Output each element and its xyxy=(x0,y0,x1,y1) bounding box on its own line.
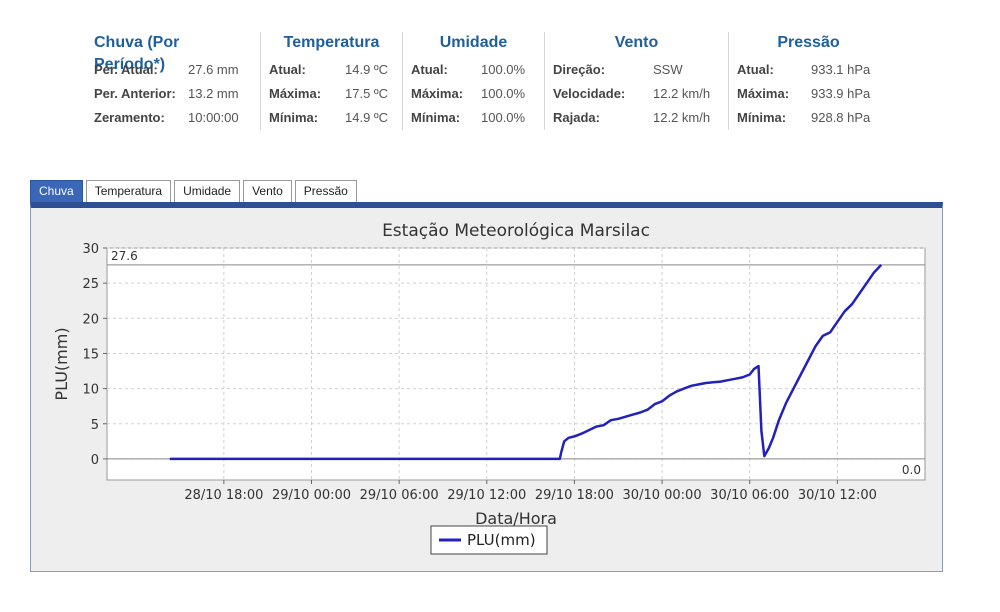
rain-current-row: Per. Atual: 27.6 mm xyxy=(94,58,252,82)
temperature-max-row: Máxima: 17.5 ºC xyxy=(269,82,394,106)
pressure-current-row: Atual: 933.1 hPa xyxy=(737,58,880,82)
humidity-min-label: Mínima: xyxy=(411,110,461,125)
humidity-summary-title: Umidade xyxy=(439,34,508,51)
y-tick-label: 5 xyxy=(91,418,99,433)
y-axis-label: PLU(mm) xyxy=(52,327,71,400)
rain-previous-value: 13.2 mm xyxy=(188,86,239,101)
rain-current-value: 27.6 mm xyxy=(188,62,239,77)
tab-chuva[interactable]: Chuva xyxy=(30,180,83,202)
temperature-min-label: Mínima: xyxy=(269,110,319,125)
wind-speed-row: Velocidade: 12.2 km/h xyxy=(553,82,720,106)
y-tick-label: 15 xyxy=(82,347,99,362)
x-tick-label: 29/10 12:00 xyxy=(447,488,526,503)
pressure-summary-title: Pressão xyxy=(777,34,840,51)
temperature-current-row: Atual: 14.9 ºC xyxy=(269,58,394,82)
rain-summary: Chuva (Por Período*) Per. Atual: 27.6 mm … xyxy=(88,32,260,130)
tab-umidade[interactable]: Umidade xyxy=(174,180,241,202)
x-tick-label: 30/10 06:00 xyxy=(710,488,789,503)
y-tick-label: 25 xyxy=(82,277,99,292)
chart-panel: Estação Meteorológica Marsilac 0 5 10 15 20 25… xyxy=(30,202,943,572)
tab-pressao[interactable]: Pressão xyxy=(294,180,357,202)
humidity-min-value: 100.0% xyxy=(481,110,526,125)
pressure-max-value: 933.9 hPa xyxy=(811,86,871,101)
y-tick-label: 20 xyxy=(82,312,99,327)
wind-speed-value: 12.2 km/h xyxy=(653,86,711,101)
legend-label: PLU(mm) xyxy=(467,531,536,549)
temperature-summary-title: Temperatura xyxy=(283,34,380,51)
tab-temperatura[interactable]: Temperatura xyxy=(85,180,172,202)
temperature-min-value: 14.9 ºC xyxy=(345,110,389,125)
x-tick-label: 29/10 18:00 xyxy=(535,488,614,503)
plot-area xyxy=(106,247,926,481)
humidity-current-value: 100.0% xyxy=(481,62,526,77)
wind-speed-label: Velocidade: xyxy=(553,86,626,101)
station-summary: Chuva (Por Período*) Per. Atual: 27.6 mm … xyxy=(88,32,888,130)
humidity-current-row: Atual: 100.0% xyxy=(411,58,536,82)
rain-previous-label: Per. Anterior: xyxy=(94,86,176,101)
x-tick-label: 29/10 00:00 xyxy=(272,488,351,503)
y-tick-label: 0 xyxy=(91,453,99,468)
temperature-min-row: Mínima: 14.9 ºC xyxy=(269,106,394,130)
y-tick-label: 10 xyxy=(82,383,99,398)
pressure-summary: Pressão Atual: 933.1 hPa Máxima: 933.9 hPa… xyxy=(728,32,888,130)
rain-reset-label: Zeramento: xyxy=(94,110,165,125)
x-tick-label: 30/10 12:00 xyxy=(798,488,877,503)
rain-chart: Estação Meteorológica Marsilac 0 5 10 15 20 25… xyxy=(52,221,926,555)
wind-summary-title: Vento xyxy=(614,34,659,51)
x-tick-label: 30/10 00:00 xyxy=(623,488,702,503)
humidity-max-label: Máxima: xyxy=(411,86,464,101)
wind-gust-value: 12.2 km/h xyxy=(653,110,711,125)
wind-gust-row: Rajada: 12.2 km/h xyxy=(553,106,720,130)
pressure-min-label: Mínima: xyxy=(737,110,787,125)
humidity-min-row: Mínima: 100.0% xyxy=(411,106,536,130)
wind-gust-label: Rajada: xyxy=(553,110,600,125)
temperature-current-value: 14.9 ºC xyxy=(345,62,389,77)
marker-label-min: 0.0 xyxy=(902,463,921,477)
tab-vento[interactable]: Vento xyxy=(243,180,292,202)
wind-direction-row: Direção: SSW xyxy=(553,58,720,82)
humidity-max-value: 100.0% xyxy=(481,86,526,101)
humidity-summary: Umidade Atual: 100.0% Máxima: 100.0% Mínim… xyxy=(402,32,544,130)
pressure-min-row: Mínima: 928.8 hPa xyxy=(737,106,880,130)
marker-label-max: 27.6 xyxy=(111,249,138,263)
temperature-current-label: Atual: xyxy=(269,62,306,77)
rain-reset-row: Zeramento: 10:00:00 xyxy=(94,106,252,130)
temperature-max-label: Máxima: xyxy=(269,86,322,101)
pressure-max-label: Máxima: xyxy=(737,86,790,101)
x-tick-label: 29/10 06:00 xyxy=(360,488,439,503)
x-axis-label: Data/Hora xyxy=(475,509,557,528)
chart-title: Estação Meteorológica Marsilac xyxy=(382,221,650,241)
humidity-current-label: Atual: xyxy=(411,62,448,77)
pressure-min-value: 928.8 hPa xyxy=(811,110,871,125)
wind-direction-label: Direção: xyxy=(553,62,606,77)
rain-current-label: Per. Atual: xyxy=(94,62,158,77)
pressure-max-row: Máxima: 933.9 hPa xyxy=(737,82,880,106)
rain-summary-title: Chuva (Por Período*) xyxy=(94,34,180,73)
rain-previous-row: Per. Anterior: 13.2 mm xyxy=(94,82,252,106)
wind-direction-value: SSW xyxy=(653,62,683,77)
humidity-max-row: Máxima: 100.0% xyxy=(411,82,536,106)
y-tick-label: 30 xyxy=(82,242,99,257)
x-tick-label: 28/10 18:00 xyxy=(184,488,263,503)
temperature-summary: Temperatura Atual: 14.9 ºC Máxima: 17.5 ºC… xyxy=(260,32,402,130)
chart-tabs: Chuva Temperatura Umidade Vento Pressão xyxy=(30,180,360,202)
series-line-plu xyxy=(169,264,883,461)
temperature-max-value: 17.5 ºC xyxy=(345,86,389,101)
pressure-current-value: 933.1 hPa xyxy=(811,62,871,77)
pressure-current-label: Atual: xyxy=(737,62,774,77)
wind-summary: Vento Direção: SSW Velocidade: 12.2 km/h R… xyxy=(544,32,728,130)
rain-reset-value: 10:00:00 xyxy=(188,110,239,125)
